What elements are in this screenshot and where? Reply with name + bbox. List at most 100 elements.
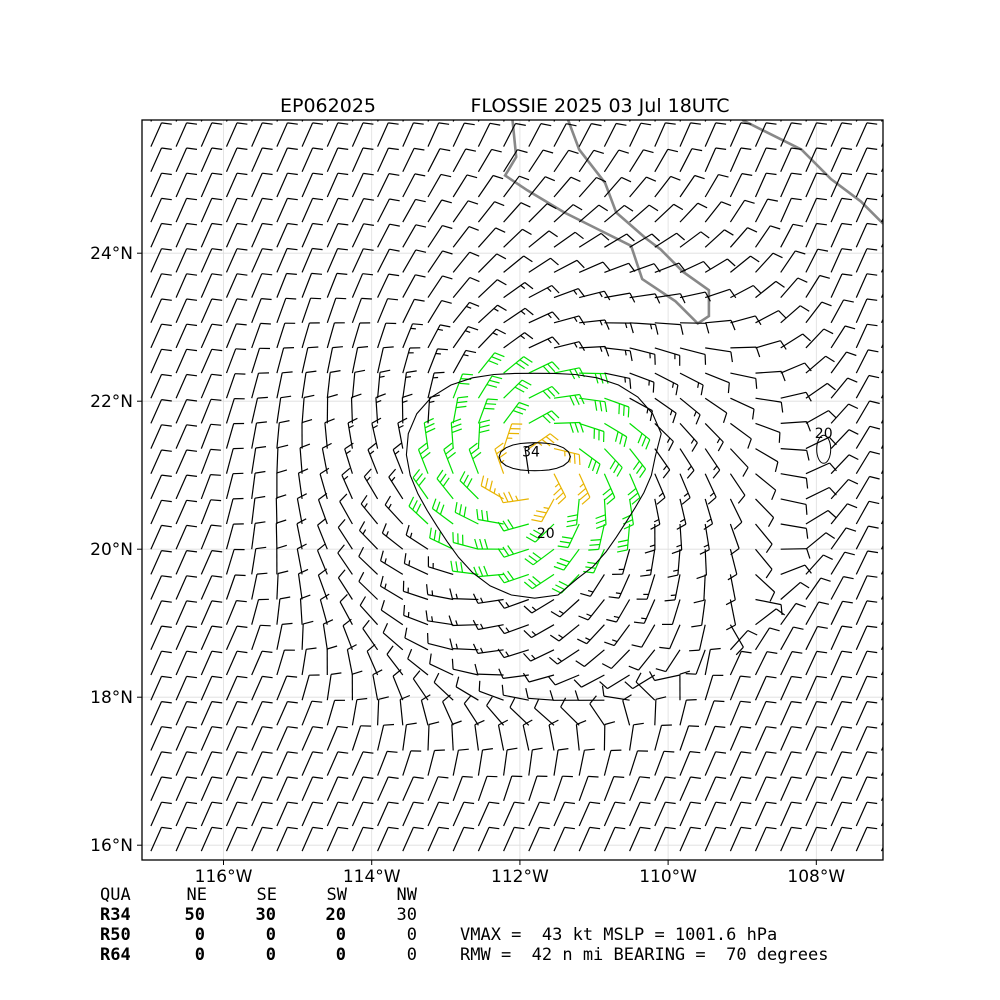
barb-staff (650, 549, 656, 575)
barb-staff (427, 397, 431, 424)
barb-staff (629, 498, 634, 525)
barb-staff (402, 120, 405, 122)
barb-feather (690, 826, 701, 830)
barb-feather (161, 776, 172, 779)
barb-feather (186, 298, 198, 301)
barb-staff (553, 827, 566, 852)
barb-feather (700, 384, 704, 396)
wind-barb (830, 576, 854, 600)
wind-barb (326, 801, 349, 827)
y-tick-label: 22°N (90, 392, 133, 412)
barb-feather (644, 549, 656, 554)
wind-barb (251, 776, 273, 802)
barb-staff (754, 627, 771, 651)
barb-feather (498, 668, 504, 679)
wind-barb (679, 473, 691, 505)
barb-feather (848, 403, 859, 410)
barb-staff (780, 801, 792, 827)
barb-staff (677, 549, 681, 576)
wind-barb (225, 298, 248, 324)
wind-barb (573, 674, 605, 688)
barb-staff (321, 448, 328, 474)
barb-staff (805, 147, 818, 173)
barb-feather (161, 147, 172, 150)
wind-barb (855, 374, 880, 399)
wind-barb (602, 473, 616, 505)
wind-barb (175, 650, 198, 676)
barb-staff (830, 351, 847, 374)
wind-barb (175, 600, 198, 625)
barb-half-feather (372, 424, 378, 429)
barb-feather (447, 451, 456, 460)
barb-staff (225, 625, 238, 651)
wind-barb (468, 442, 482, 474)
barb-feather (337, 147, 349, 150)
barb-feather (733, 521, 743, 530)
barb-staff (855, 625, 868, 651)
barb-staff (704, 397, 728, 414)
barb-staff (669, 624, 681, 649)
wind-barb (452, 349, 477, 374)
wind-barb (729, 650, 752, 676)
wind-barb (704, 397, 728, 423)
barb-feather (823, 554, 833, 560)
wind-barb (754, 675, 777, 701)
wind-barb (679, 776, 701, 802)
barb-staff (301, 751, 314, 776)
barb-staff (830, 676, 843, 701)
wind-barb (276, 544, 287, 575)
wind-barb (150, 550, 172, 575)
barb-feather (631, 497, 641, 505)
wind-barb (880, 393, 883, 399)
wind-barb (805, 625, 828, 651)
barb-feather (818, 601, 830, 605)
barb-staff (337, 577, 353, 600)
barb-staff (704, 801, 717, 827)
barb-staff (225, 751, 238, 776)
barb-feather (584, 748, 595, 751)
barb-staff (251, 801, 263, 827)
barb-feather (186, 600, 198, 603)
barb-half-feather (706, 518, 712, 523)
wind-barb (452, 801, 475, 827)
barb-feather (574, 690, 579, 701)
wind-barb (175, 575, 198, 600)
wind-barb (431, 498, 454, 525)
barb-half-feather (641, 617, 647, 620)
barb-half-feather (531, 654, 536, 660)
barb-half-feather (455, 643, 458, 650)
barb-staff (855, 550, 869, 575)
wind-barb (498, 491, 529, 504)
wind-barb (150, 826, 172, 852)
barb-feather (766, 122, 777, 125)
barb-staff (855, 476, 871, 500)
barb-half-feather (615, 592, 622, 595)
wind-barb (402, 274, 426, 298)
barb-feather (578, 341, 586, 352)
contour-label: 34 (522, 445, 540, 461)
barb-feather (595, 524, 607, 529)
barb-staff (427, 724, 430, 751)
barb-staff (392, 449, 404, 474)
wind-barb (830, 826, 853, 852)
barb-staff (705, 319, 732, 324)
barb-feather (388, 468, 397, 478)
barb-feather (614, 801, 626, 805)
barb-feather (486, 696, 493, 706)
barb-staff (629, 263, 655, 273)
wind-barb (629, 149, 654, 173)
wind-barb (417, 442, 431, 474)
wind-barb (225, 373, 246, 399)
barb-feather (415, 249, 427, 253)
wind-barb (175, 751, 198, 776)
barb-staff (805, 410, 829, 424)
barb-staff (654, 725, 663, 751)
barb-feather (211, 726, 223, 729)
barb-feather (448, 615, 453, 626)
wind-barb (754, 801, 777, 827)
wind-barb (880, 217, 883, 223)
barb-feather (715, 122, 727, 125)
barb-feather (298, 468, 309, 474)
barb-staff (276, 649, 285, 676)
barb-feather (301, 419, 313, 424)
